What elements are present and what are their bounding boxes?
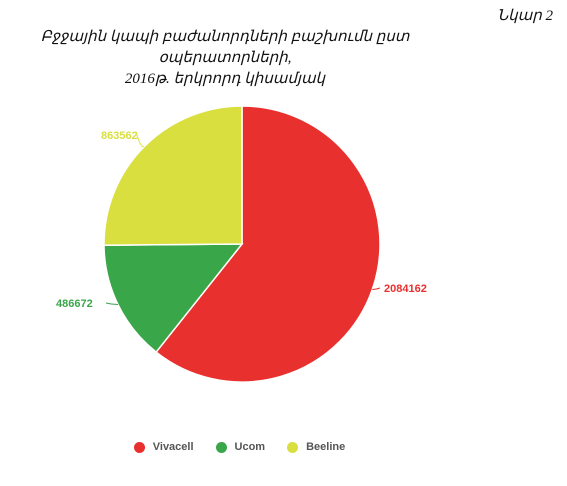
data-label-ucom: 486672 — [56, 298, 93, 310]
pie-slice-vivacell[interactable] — [155, 105, 381, 383]
legend-label-vivacell: Vivacell — [152, 441, 194, 453]
legend-swatch-beeline — [287, 441, 299, 453]
chart-title-line-1: Բջջային կապի բաժանորդների բաշխումն ըստ օ… — [40, 29, 410, 66]
legend-label-ucom: Ucom — [234, 441, 266, 453]
legend-item-beeline[interactable]: Beeline — [287, 441, 345, 453]
data-label-vivacell: 2084162 — [384, 283, 427, 295]
legend-label-beeline: Beeline — [306, 441, 346, 453]
chart-title: Բջջային կապի բաժանորդների բաշխումն ըստ օ… — [0, 27, 450, 90]
chart-legend: Vivacell Ucom Beeline — [0, 441, 523, 453]
legend-item-vivacell[interactable]: Vivacell — [133, 441, 194, 453]
figure-label: Նկար 2 — [497, 8, 553, 24]
pie-slice-ucom[interactable] — [103, 243, 244, 354]
pie-slice-beeline[interactable] — [103, 105, 243, 247]
legend-swatch-ucom — [215, 441, 227, 453]
leader-line-vivacell — [372, 287, 381, 290]
legend-item-ucom[interactable]: Ucom — [215, 441, 266, 453]
leader-line-ucom — [105, 302, 118, 306]
chart-title-line-2: 2016թ. երկրորդ կիսամյակ — [124, 71, 326, 87]
leader-line-beeline — [136, 134, 145, 148]
data-label-beeline: 863562 — [101, 130, 138, 142]
legend-swatch-vivacell — [133, 441, 145, 453]
